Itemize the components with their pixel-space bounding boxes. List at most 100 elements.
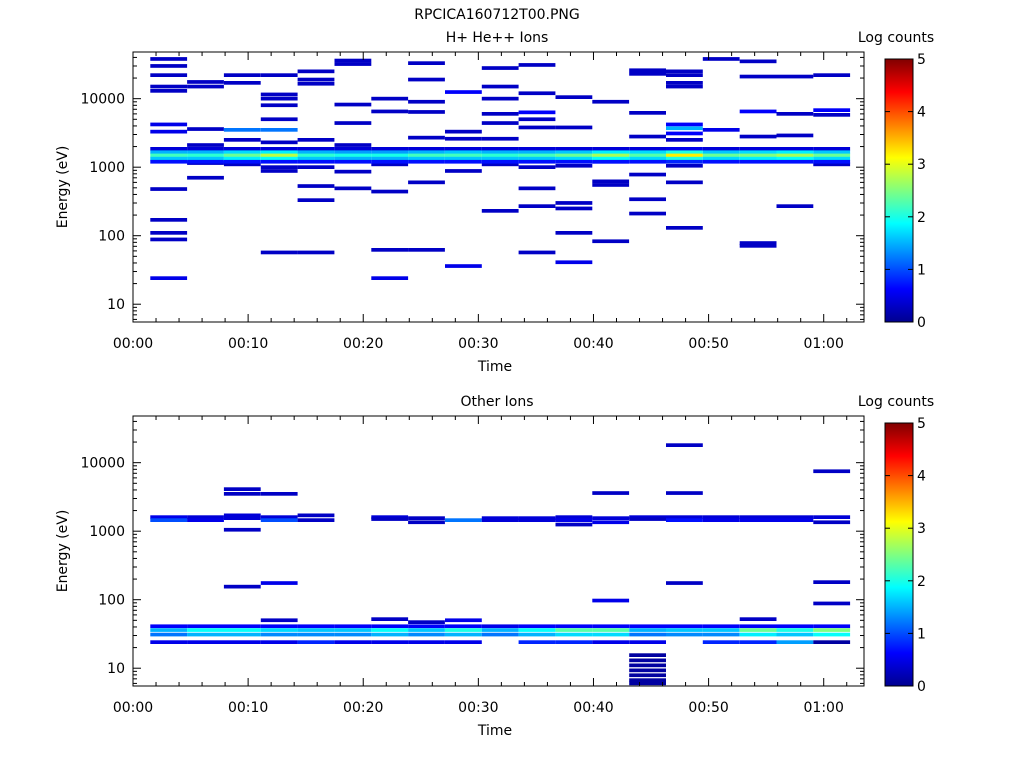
heatmap-cell — [629, 640, 666, 644]
heatmap-cell — [260, 128, 298, 132]
heatmap-cell — [223, 584, 261, 589]
heatmap-cell — [629, 153, 666, 158]
heatmap-cell — [260, 96, 298, 101]
heatmap-cell — [223, 147, 261, 151]
panel-2-xlabel: Time — [477, 723, 512, 739]
heatmap-cell — [739, 617, 777, 621]
panel-1-plot-area — [132, 51, 865, 323]
heatmap-cell — [739, 640, 777, 644]
heatmap-cell — [555, 206, 593, 211]
heatmap-cell — [555, 640, 593, 644]
heatmap-cell — [260, 92, 298, 97]
heatmap-cell — [260, 515, 298, 519]
heatmap-cell — [371, 109, 409, 114]
heatmap-cell — [592, 520, 630, 525]
heatmap-cell — [666, 628, 703, 632]
panel-2-colorbar — [884, 422, 914, 687]
heatmap-cell — [739, 515, 777, 519]
heatmap-cell — [555, 125, 593, 130]
heatmap-cell — [629, 517, 666, 521]
heatmap-cell — [260, 147, 298, 151]
heatmap-cell — [481, 628, 519, 632]
heatmap-cell — [481, 96, 519, 101]
heatmap-cell — [371, 632, 409, 637]
colorbar-tick-label: 4 — [917, 469, 926, 485]
heatmap-cell — [481, 624, 519, 629]
heatmap-cell — [371, 276, 409, 280]
heatmap-cell — [555, 150, 593, 155]
heatmap-cell — [297, 150, 335, 155]
heatmap-cell — [776, 150, 814, 155]
heatmap-cell — [739, 134, 777, 139]
panel-2-title: Other Ions — [460, 394, 533, 410]
heatmap-cell — [297, 77, 335, 82]
heatmap-cell — [666, 150, 703, 155]
heatmap-cell — [481, 112, 519, 116]
heatmap-cell — [187, 143, 224, 147]
heatmap-cell — [334, 624, 372, 629]
heatmap-cell — [150, 147, 188, 151]
heatmap-cell — [776, 518, 814, 522]
heatmap-cell — [776, 147, 814, 151]
heatmap-cell — [187, 153, 224, 158]
heatmap-cell — [223, 73, 261, 77]
heatmap-cell — [371, 517, 409, 521]
heatmap-cell — [776, 133, 814, 138]
heatmap-cell — [592, 624, 630, 629]
heatmap-cell — [260, 581, 298, 585]
heatmap-cell — [260, 156, 298, 161]
heatmap-cell — [555, 628, 593, 632]
heatmap-cell — [408, 516, 445, 520]
x-tick-label: 00:00 — [113, 336, 153, 352]
heatmap-cell — [297, 624, 335, 629]
heatmap-cell — [150, 624, 188, 629]
heatmap-cell — [371, 248, 409, 252]
heatmap-cell — [702, 57, 740, 61]
panel-2-colorbar-label: Log counts — [858, 394, 934, 410]
colorbar-tick-label: 5 — [917, 416, 926, 432]
panel-1-title: H+ He++ Ions — [446, 30, 549, 46]
panel-other-ions: Other Ions 00:00 00:10 00:20 00:30 00:40 00:5… — [55, 394, 934, 739]
heatmap-cell — [297, 138, 335, 142]
heatmap-cell — [666, 581, 703, 585]
heatmap-cell — [223, 128, 261, 132]
heatmap-cell — [666, 131, 703, 136]
heatmap-cell — [334, 102, 372, 107]
y-tick-label: 10 — [107, 661, 125, 677]
panel-2-cells — [150, 443, 851, 686]
heatmap-cell — [481, 84, 519, 89]
heatmap-cell — [150, 159, 188, 164]
heatmap-cell — [666, 518, 703, 522]
heatmap-cell — [223, 492, 261, 496]
heatmap-cell — [776, 112, 814, 116]
heatmap-cell — [518, 165, 556, 169]
heatmap-cell — [629, 197, 666, 202]
heatmap-cell — [445, 147, 482, 151]
heatmap-cell — [776, 156, 814, 161]
heatmap-cell — [260, 169, 298, 173]
heatmap-cell — [334, 150, 372, 155]
heatmap-cell — [150, 129, 188, 134]
x-tick-label: 01:00 — [804, 700, 844, 716]
heatmap-cell — [555, 147, 593, 151]
heatmap-cell — [518, 91, 556, 96]
heatmap-cell — [813, 159, 851, 164]
heatmap-cell — [371, 189, 409, 194]
heatmap-cell — [223, 487, 261, 491]
heatmap-cell — [666, 443, 703, 447]
heatmap-cell — [555, 522, 593, 527]
heatmap-cell — [445, 150, 482, 155]
heatmap-cell — [371, 159, 409, 164]
x-tick-label: 00:10 — [228, 336, 268, 352]
heatmap-cell — [739, 153, 777, 158]
heatmap-cell — [223, 153, 261, 158]
heatmap-cell — [445, 159, 482, 164]
heatmap-cell — [260, 150, 298, 155]
heatmap-cell — [592, 99, 630, 104]
heatmap-cell — [297, 250, 335, 255]
heatmap-cell — [776, 204, 814, 208]
heatmap-cell — [592, 147, 630, 151]
heatmap-cell — [150, 150, 188, 155]
y-tick-label: 10000 — [80, 456, 125, 472]
heatmap-cell — [629, 624, 666, 629]
